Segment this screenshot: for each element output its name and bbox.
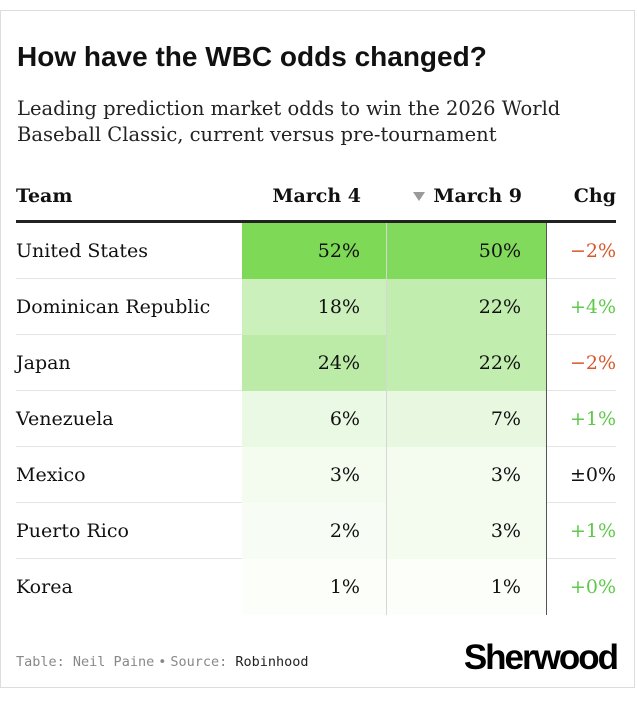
march-4-cell: 6% xyxy=(242,391,387,447)
table-row: Korea 1% 1% +0% xyxy=(16,559,616,615)
footer-credits: Table: Neil Paine • Source: Robinhood xyxy=(16,652,309,672)
table-header: Team March 4 March 9 Chg xyxy=(16,176,616,223)
march-9-cell: 22% xyxy=(387,335,547,391)
table-row: United States 52% 50% −2% xyxy=(16,223,616,279)
march-4-cell: 18% xyxy=(242,279,387,335)
table-body: United States 52% 50% −2% Dominican Republic… xyxy=(16,223,616,615)
column-header-march-4[interactable]: March 4 xyxy=(272,185,361,207)
march-4-cell: 2% xyxy=(242,503,387,559)
column-header-march-9[interactable]: March 9 xyxy=(386,176,522,216)
change-cell: +4% xyxy=(569,296,616,318)
chart-title: How have the WBC odds changed? xyxy=(17,41,487,72)
change-cell: +1% xyxy=(569,408,616,430)
table-row: Japan 24% 22% −2% xyxy=(16,335,616,391)
change-cell: ±0% xyxy=(569,464,616,486)
credit-label: Table: xyxy=(16,654,65,670)
credit-name: Neil Paine xyxy=(72,654,155,670)
march-4-cell: 52% xyxy=(242,223,387,279)
team-cell: Korea xyxy=(16,576,73,598)
march-9-cell: 50% xyxy=(387,223,547,279)
team-cell: Venezuela xyxy=(16,408,114,430)
team-cell: Puerto Rico xyxy=(16,520,129,542)
source-name: Robinhood xyxy=(235,654,309,670)
source-label: Source: xyxy=(170,654,228,670)
sort-descending-icon[interactable] xyxy=(413,192,426,201)
march-4-cell: 24% xyxy=(242,335,387,391)
table-row: Venezuela 6% 7% +1% xyxy=(16,391,616,447)
team-cell: United States xyxy=(16,240,149,262)
change-cell: −2% xyxy=(569,352,616,374)
change-cell: −2% xyxy=(569,240,616,262)
march-9-cell: 3% xyxy=(387,503,547,559)
change-cell: +1% xyxy=(569,520,616,542)
chart-subtitle: Leading prediction market odds to win th… xyxy=(17,97,561,146)
march-9-cell: 7% xyxy=(387,391,547,447)
march-9-cell: 22% xyxy=(387,279,547,335)
march-4-cell: 3% xyxy=(242,447,387,503)
march-4-cell: 1% xyxy=(242,559,387,615)
column-header-team[interactable]: Team xyxy=(16,185,73,207)
column-header-march-9-label: March 9 xyxy=(433,185,522,207)
march-9-cell: 3% xyxy=(387,447,547,503)
brand-logo: Sherwood xyxy=(463,638,619,677)
team-cell: Japan xyxy=(16,352,71,374)
table-row: Mexico 3% 3% ±0% xyxy=(16,447,616,503)
table-row: Dominican Republic 18% 22% +4% xyxy=(16,279,616,335)
table-row: Puerto Rico 2% 3% +1% xyxy=(16,503,616,559)
separator-dot: • xyxy=(158,654,167,670)
march-9-cell: 1% xyxy=(387,559,547,615)
change-cell: +0% xyxy=(569,576,616,598)
column-header-change[interactable]: Chg xyxy=(573,185,616,207)
team-cell: Mexico xyxy=(16,464,86,486)
team-cell: Dominican Republic xyxy=(16,296,211,318)
